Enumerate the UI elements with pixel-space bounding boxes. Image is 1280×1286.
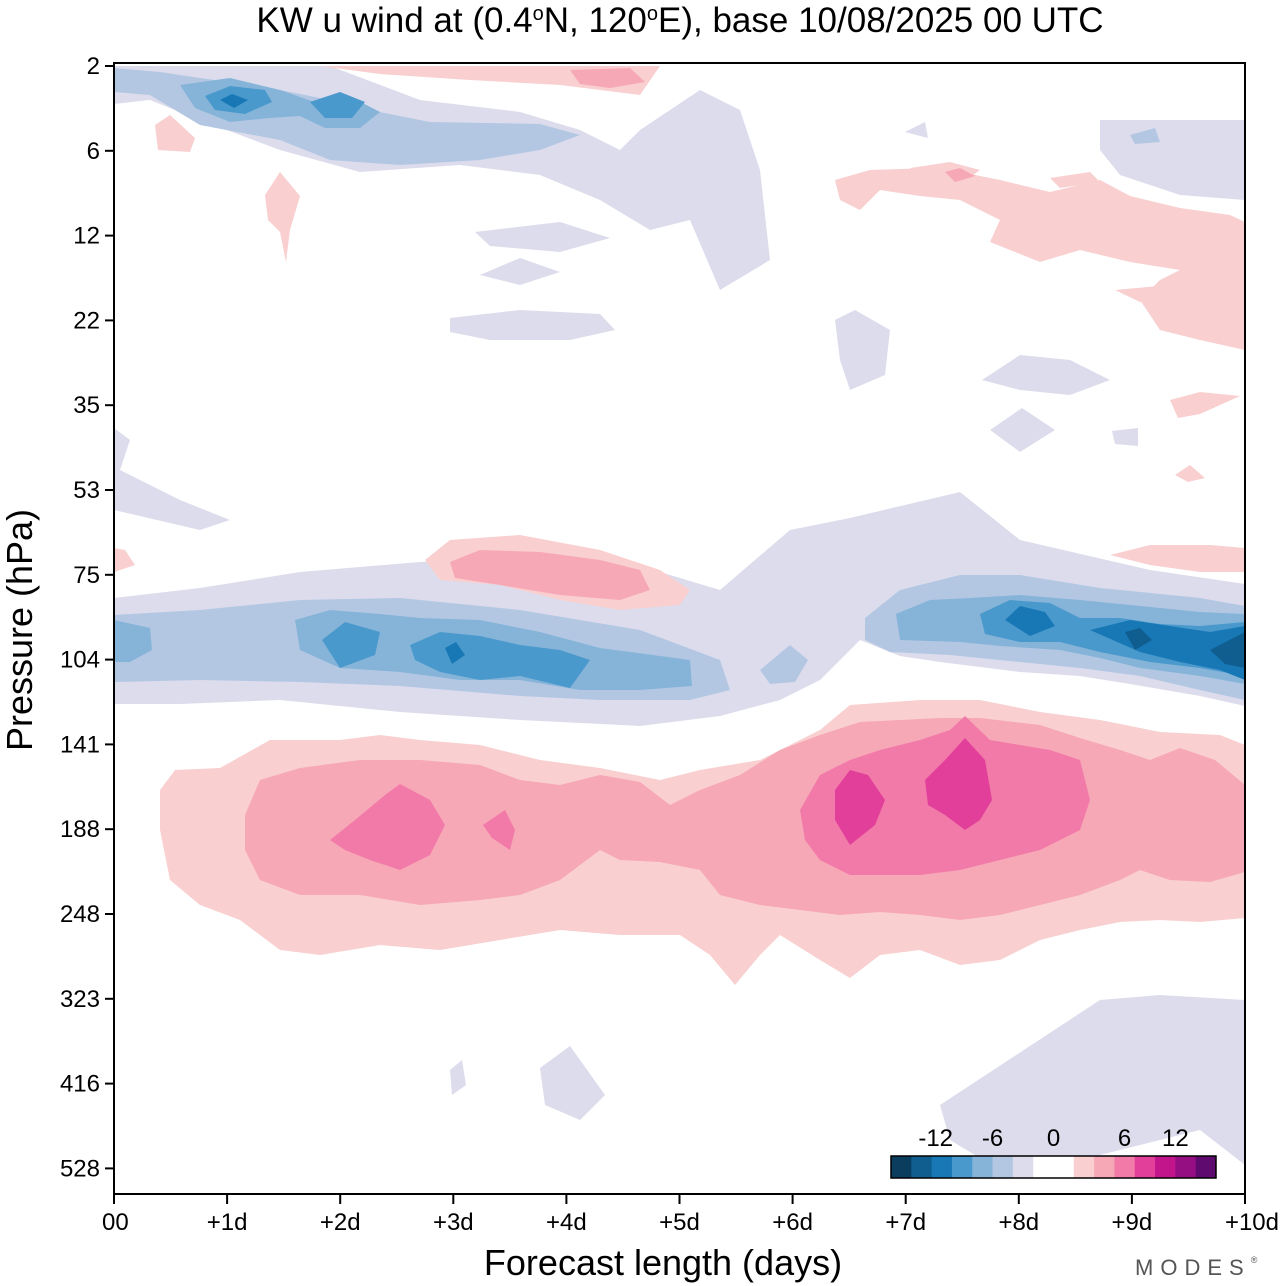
colorbar-label: 6: [1118, 1125, 1131, 1152]
contour-weak-easterly-patch-c: [480, 258, 560, 285]
modes-logo: MODES®: [1135, 1255, 1264, 1280]
colorbar-swatch: [1053, 1156, 1075, 1178]
y-axis: 2 6 12 22 35 53 75 104 141 188 248 323 416 528: [60, 53, 114, 1182]
colorbar-label: 12: [1162, 1125, 1189, 1152]
colorbar: -12 -6 0 6 12: [890, 1125, 1217, 1179]
x-tick-label: +2d: [320, 1209, 361, 1236]
contour-very-strong-easterly-band-right-a: [1005, 606, 1055, 636]
contour-weak-westerly-patch-c: [835, 168, 1245, 350]
contour-field: [114, 66, 1245, 1170]
contour-weak-westerly-left: [114, 548, 135, 572]
x-tick-label: +6d: [772, 1209, 813, 1236]
y-tick-label: 12: [73, 223, 100, 250]
y-tick-label: 141: [60, 731, 100, 758]
contour-core-easterly-b: [1210, 632, 1245, 668]
colorbar-frame: [890, 1155, 1217, 1179]
contour-weak-easterly-top-right: [1100, 120, 1245, 200]
colorbar-swatch: [1134, 1156, 1156, 1178]
y-tick-label: 75: [73, 562, 100, 589]
contour-westerly-a: [330, 784, 445, 870]
colorbar-swatch: [891, 1156, 912, 1178]
contour-weak-westerly-top-right-b: [1050, 172, 1100, 188]
colorbar-swatch: [972, 1156, 994, 1178]
colorbar-swatch: [1195, 1156, 1217, 1178]
contour-weak-easterly-patch-e: [982, 355, 1110, 395]
y-tick-label: 53: [73, 477, 100, 504]
colorbar-swatch: [992, 1156, 1014, 1178]
contour-weak-easterly-low-patch-b: [450, 1060, 466, 1095]
contour-weak-easterly-patch-d: [835, 310, 890, 390]
colorbar-swatch: [1114, 1156, 1136, 1178]
colorbar-swatch: [911, 1156, 933, 1178]
contour-weak-easterly-patch-g: [1112, 428, 1138, 446]
x-tick-label: +3d: [433, 1209, 474, 1236]
x-tick-label: +10d: [1225, 1209, 1279, 1236]
y-tick-label: 416: [60, 1071, 100, 1098]
contour-weak-easterly-patch-a: [450, 310, 615, 340]
y-tick-label: 323: [60, 986, 100, 1013]
x-tick-label: +1d: [207, 1209, 248, 1236]
contour-moderate-westerly-top: [570, 68, 645, 88]
contour-weak-easterly-patch-b: [475, 222, 610, 252]
x-tick-label: +7d: [885, 1209, 926, 1236]
contour-very-strong-easterly-top: [220, 94, 248, 108]
colorbar-swatch: [1175, 1156, 1197, 1178]
chart-title: KW u wind at (0.4oN, 120oE), base 10/08/…: [256, 1, 1103, 40]
y-tick-label: 22: [73, 307, 100, 334]
contour-weak-easterly-patch-f: [990, 408, 1055, 452]
contour-weak-easterly-low-patch-a: [540, 1046, 605, 1120]
y-tick-label: 104: [60, 647, 100, 674]
colorbar-swatch: [931, 1156, 953, 1178]
contour-weak-westerly-patch-b: [265, 172, 300, 262]
contour-weak-westerly-patch-g: [1175, 465, 1205, 482]
x-tick-label: +4d: [546, 1209, 587, 1236]
colorbar-swatch: [1073, 1156, 1095, 1178]
contour-strong-easterly-band: [322, 622, 380, 668]
x-tick-label: +8d: [998, 1209, 1039, 1236]
contour-westerly-b: [483, 810, 515, 850]
contour-moderate-westerly-top-b: [945, 168, 975, 182]
y-tick-label: 528: [60, 1155, 100, 1182]
colorbar-swatch: [951, 1156, 973, 1178]
contour-strong-westerly-a: [835, 770, 885, 845]
contour-weak-westerly-patch-h: [1110, 545, 1245, 572]
colorbar-label: -12: [918, 1125, 953, 1152]
y-axis-label: Pressure (hPa): [0, 509, 40, 751]
x-tick-label: +5d: [659, 1209, 700, 1236]
contour-moderate-westerly-mid: [450, 550, 650, 600]
y-tick-label: 188: [60, 816, 100, 843]
contour-weak-easterly-left-edge: [114, 428, 230, 530]
y-tick-label: 248: [60, 901, 100, 928]
x-tick-label: +9d: [1112, 1209, 1153, 1236]
contour-strong-westerly-b: [925, 738, 992, 830]
colorbar-swatch: [1033, 1156, 1054, 1178]
contour-strong-easterly-top-b: [310, 92, 365, 118]
y-tick-label: 2: [87, 53, 100, 80]
colorbar-swatch: [1155, 1156, 1176, 1178]
contour-weak-westerly-patch-a: [155, 115, 195, 152]
x-tick-label: 00: [102, 1209, 129, 1236]
contour-weak-easterly-lower-right: [940, 995, 1245, 1170]
contour-weak-westerly-patch-f: [1170, 392, 1240, 418]
contour-core-easterly-a: [1125, 628, 1152, 650]
colorbar-swatch: [1012, 1156, 1034, 1178]
y-tick-label: 6: [87, 138, 100, 165]
y-tick-label: 35: [73, 392, 100, 419]
colorbar-label: -6: [982, 1125, 1003, 1152]
x-axis-label: Forecast length (days): [484, 1242, 842, 1283]
contour-weak-westerly-patch-d: [1200, 238, 1245, 270]
contour-very-strong-easterly-band: [445, 642, 465, 664]
colorbar-swatch: [1094, 1156, 1115, 1178]
x-axis: 00 +1d +2d +3d +4d +5d +6d +7d +8d +9d +10d: [102, 1194, 1279, 1236]
contour-weak-easterly-patch-h: [905, 122, 928, 138]
colorbar-label: 0: [1047, 1125, 1060, 1152]
contour-easterly-band: [114, 620, 152, 662]
contour-moderate-easterly-patch: [760, 645, 808, 684]
contour-weak-westerly-patch-e: [1115, 284, 1245, 320]
contour-moderate-easterly-top-right: [1130, 128, 1160, 144]
